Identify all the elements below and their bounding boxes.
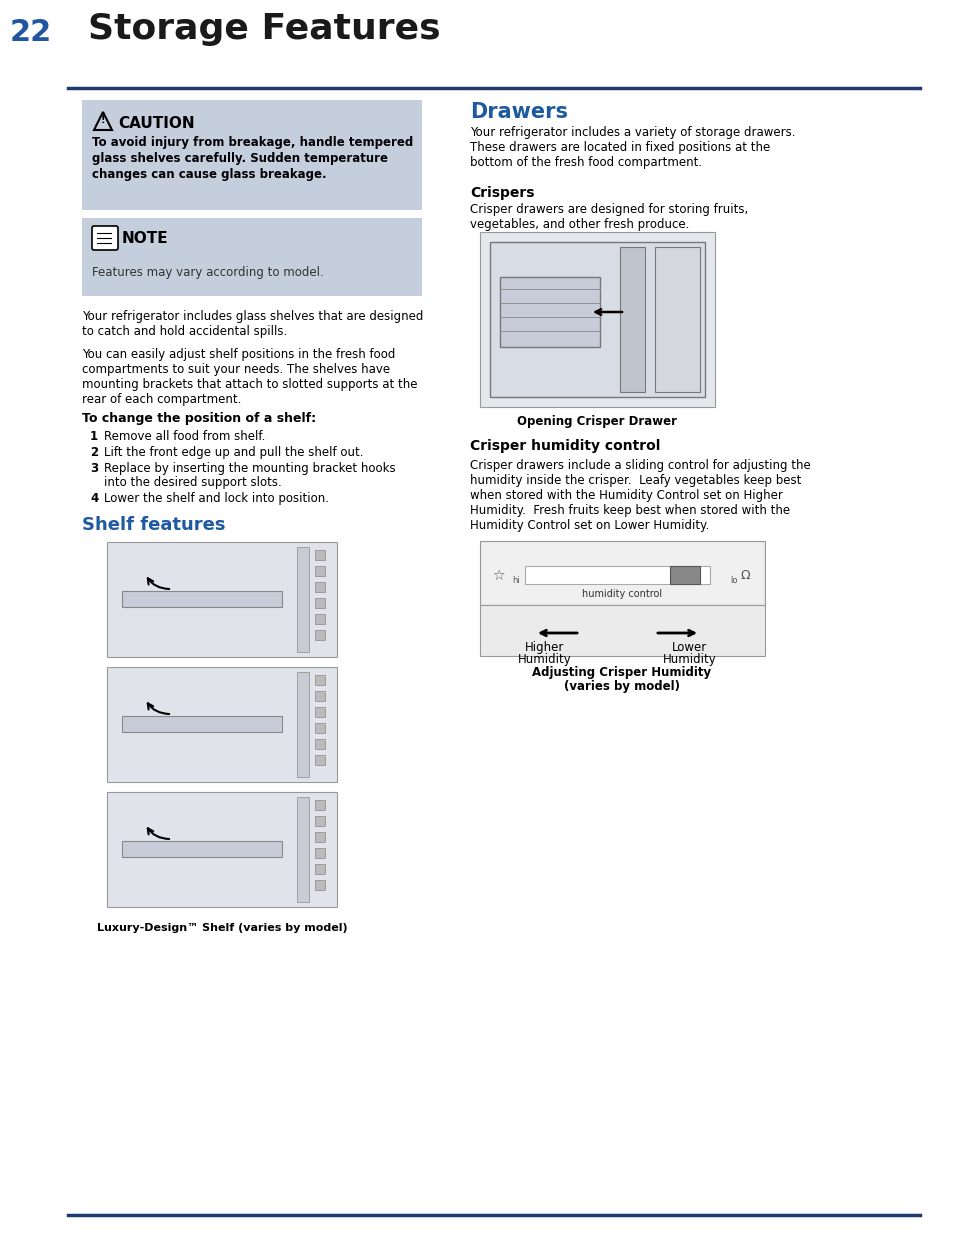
FancyBboxPatch shape [314, 566, 325, 576]
Text: Humidity Control set on Lower Humidity.: Humidity Control set on Lower Humidity. [470, 519, 708, 532]
FancyBboxPatch shape [479, 232, 714, 408]
FancyBboxPatch shape [82, 219, 421, 296]
Text: ☆: ☆ [491, 569, 504, 583]
FancyBboxPatch shape [524, 566, 709, 584]
FancyBboxPatch shape [314, 800, 325, 810]
FancyBboxPatch shape [314, 706, 325, 718]
Text: glass shelves carefully. Sudden temperature: glass shelves carefully. Sudden temperat… [91, 152, 388, 165]
Text: Ω: Ω [740, 569, 749, 582]
FancyBboxPatch shape [122, 592, 282, 606]
Text: Storage Features: Storage Features [88, 12, 440, 46]
FancyBboxPatch shape [314, 598, 325, 608]
FancyBboxPatch shape [655, 247, 700, 391]
Text: Luxury-Design™ Shelf (varies by model): Luxury-Design™ Shelf (varies by model) [96, 923, 347, 932]
FancyBboxPatch shape [82, 100, 421, 210]
FancyBboxPatch shape [314, 848, 325, 858]
Text: Lift the front edge up and pull the shelf out.: Lift the front edge up and pull the shel… [104, 446, 363, 459]
Text: 3: 3 [90, 462, 98, 475]
Text: To change the position of a shelf:: To change the position of a shelf: [82, 412, 315, 425]
FancyBboxPatch shape [314, 881, 325, 890]
Text: Replace by inserting the mounting bracket hooks: Replace by inserting the mounting bracke… [104, 462, 395, 475]
FancyBboxPatch shape [314, 816, 325, 826]
FancyBboxPatch shape [314, 832, 325, 842]
Text: Crispers: Crispers [470, 186, 534, 200]
Text: Remove all food from shelf.: Remove all food from shelf. [104, 430, 265, 443]
Text: 1: 1 [90, 430, 98, 443]
FancyBboxPatch shape [314, 630, 325, 640]
FancyBboxPatch shape [314, 739, 325, 748]
Text: Humidity.  Fresh fruits keep best when stored with the: Humidity. Fresh fruits keep best when st… [470, 504, 789, 517]
Text: hi: hi [512, 576, 519, 585]
Text: 4: 4 [90, 492, 98, 505]
Text: changes can cause glass breakage.: changes can cause glass breakage. [91, 168, 326, 182]
FancyBboxPatch shape [0, 0, 68, 1235]
FancyBboxPatch shape [314, 582, 325, 592]
Text: to catch and hold accidental spills.: to catch and hold accidental spills. [82, 325, 287, 338]
FancyBboxPatch shape [296, 547, 309, 652]
FancyBboxPatch shape [314, 755, 325, 764]
Text: Shelf features: Shelf features [82, 516, 225, 534]
Text: Humidity: Humidity [517, 653, 571, 666]
Text: humidity inside the crisper.  Leafy vegetables keep best: humidity inside the crisper. Leafy veget… [470, 474, 801, 487]
FancyBboxPatch shape [481, 543, 762, 603]
Text: Lower: Lower [672, 641, 707, 655]
Text: These drawers are located in fixed positions at the: These drawers are located in fixed posit… [470, 141, 769, 154]
FancyBboxPatch shape [122, 716, 282, 732]
Text: To avoid injury from breakage, handle tempered: To avoid injury from breakage, handle te… [91, 136, 413, 149]
Text: Features may vary according to model.: Features may vary according to model. [91, 266, 323, 279]
Text: mounting brackets that attach to slotted supports at the: mounting brackets that attach to slotted… [82, 378, 417, 391]
Text: lo: lo [729, 576, 737, 585]
Text: humidity control: humidity control [581, 589, 661, 599]
FancyBboxPatch shape [107, 667, 336, 782]
Text: Opening Crisper Drawer: Opening Crisper Drawer [517, 415, 677, 429]
FancyBboxPatch shape [122, 841, 282, 857]
FancyBboxPatch shape [314, 692, 325, 701]
Text: Drawers: Drawers [470, 103, 567, 122]
FancyBboxPatch shape [314, 676, 325, 685]
FancyBboxPatch shape [107, 792, 336, 906]
Text: (varies by model): (varies by model) [563, 680, 679, 693]
FancyBboxPatch shape [669, 566, 700, 584]
Text: !: ! [101, 115, 105, 125]
Text: Humidity: Humidity [662, 653, 716, 666]
Text: into the desired support slots.: into the desired support slots. [104, 475, 281, 489]
FancyBboxPatch shape [314, 550, 325, 559]
Text: vegetables, and other fresh produce.: vegetables, and other fresh produce. [470, 219, 689, 231]
FancyBboxPatch shape [107, 542, 336, 657]
Text: rear of each compartment.: rear of each compartment. [82, 393, 241, 406]
Text: Crisper drawers are designed for storing fruits,: Crisper drawers are designed for storing… [470, 203, 747, 216]
Text: bottom of the fresh food compartment.: bottom of the fresh food compartment. [470, 156, 701, 169]
Text: Your refrigerator includes glass shelves that are designed: Your refrigerator includes glass shelves… [82, 310, 423, 324]
FancyBboxPatch shape [314, 864, 325, 874]
FancyBboxPatch shape [91, 226, 118, 249]
Text: when stored with the Humidity Control set on Higher: when stored with the Humidity Control se… [470, 489, 782, 501]
Text: Higher: Higher [525, 641, 564, 655]
Text: CAUTION: CAUTION [118, 116, 194, 131]
Text: 2: 2 [90, 446, 98, 459]
Text: Lower the shelf and lock into position.: Lower the shelf and lock into position. [104, 492, 329, 505]
Text: NOTE: NOTE [122, 231, 169, 246]
FancyBboxPatch shape [499, 277, 599, 347]
FancyBboxPatch shape [490, 242, 704, 396]
FancyBboxPatch shape [619, 247, 644, 391]
FancyBboxPatch shape [314, 722, 325, 734]
Text: Your refrigerator includes a variety of storage drawers.: Your refrigerator includes a variety of … [470, 126, 795, 140]
FancyBboxPatch shape [479, 541, 764, 656]
Text: Crisper humidity control: Crisper humidity control [470, 438, 659, 453]
FancyBboxPatch shape [314, 614, 325, 624]
Text: You can easily adjust shelf positions in the fresh food: You can easily adjust shelf positions in… [82, 348, 395, 361]
FancyBboxPatch shape [296, 797, 309, 902]
FancyBboxPatch shape [296, 672, 309, 777]
Text: Adjusting Crisper Humidity: Adjusting Crisper Humidity [532, 666, 711, 679]
Text: compartments to suit your needs. The shelves have: compartments to suit your needs. The she… [82, 363, 390, 375]
Text: 22: 22 [10, 19, 52, 47]
Text: Crisper drawers include a sliding control for adjusting the: Crisper drawers include a sliding contro… [470, 459, 810, 472]
